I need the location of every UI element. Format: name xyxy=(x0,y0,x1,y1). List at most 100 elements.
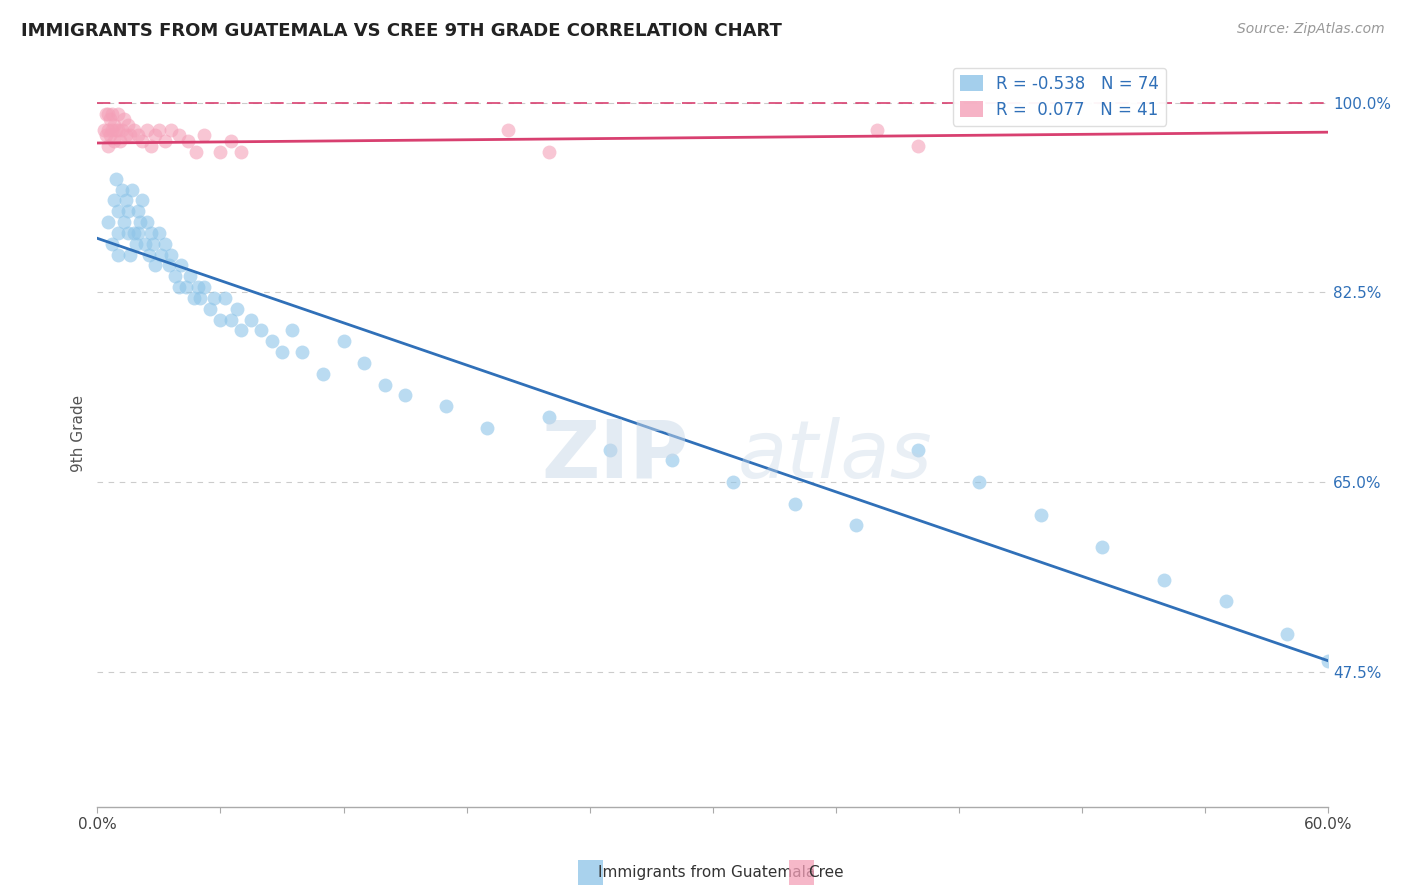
Point xyxy=(131,194,153,208)
Point xyxy=(434,399,457,413)
Point xyxy=(1317,654,1340,668)
Point xyxy=(135,123,157,137)
Point xyxy=(97,123,120,137)
Point xyxy=(103,118,125,132)
Point xyxy=(214,291,236,305)
Point xyxy=(120,128,142,143)
Point xyxy=(100,107,122,121)
Point xyxy=(170,259,193,273)
Point xyxy=(108,134,131,148)
Point xyxy=(969,475,991,489)
Point xyxy=(250,323,273,337)
Point xyxy=(107,107,129,121)
Point xyxy=(193,280,215,294)
Point xyxy=(124,123,146,137)
Point xyxy=(219,312,242,326)
Point xyxy=(193,128,215,143)
Point xyxy=(153,236,176,251)
Point xyxy=(104,171,127,186)
Point xyxy=(291,345,314,359)
Text: ZIP: ZIP xyxy=(541,417,688,495)
Point xyxy=(187,280,209,294)
Point xyxy=(1029,508,1052,522)
Point xyxy=(134,236,156,251)
Text: atlas: atlas xyxy=(737,417,932,495)
Point xyxy=(127,128,149,143)
Point xyxy=(183,291,205,305)
Point xyxy=(104,123,127,137)
Point xyxy=(184,145,207,159)
Text: Source: ZipAtlas.com: Source: ZipAtlas.com xyxy=(1237,22,1385,37)
Point xyxy=(209,312,232,326)
Point xyxy=(907,442,929,457)
Point xyxy=(139,139,162,153)
Point xyxy=(127,204,149,219)
Y-axis label: 9th Grade: 9th Grade xyxy=(72,395,86,472)
Point xyxy=(107,226,129,240)
Point xyxy=(103,194,125,208)
Point xyxy=(312,367,335,381)
Point xyxy=(98,112,121,127)
Point xyxy=(100,236,122,251)
Point xyxy=(1275,626,1298,640)
Point xyxy=(157,259,180,273)
Text: IMMIGRANTS FROM GUATEMALA VS CREE 9TH GRADE CORRELATION CHART: IMMIGRANTS FROM GUATEMALA VS CREE 9TH GR… xyxy=(21,22,782,40)
Point xyxy=(112,112,135,127)
Point xyxy=(599,442,621,457)
Point xyxy=(142,236,165,251)
Point xyxy=(332,334,354,349)
Point xyxy=(165,269,187,284)
Point xyxy=(107,204,129,219)
Point xyxy=(169,128,191,143)
Point xyxy=(117,204,139,219)
Point xyxy=(135,215,157,229)
Point xyxy=(112,215,135,229)
Point xyxy=(229,145,252,159)
Point xyxy=(209,145,232,159)
Point xyxy=(271,345,294,359)
Point xyxy=(219,134,242,148)
Point xyxy=(107,247,129,261)
Point xyxy=(93,123,115,137)
Point xyxy=(107,123,129,137)
Point xyxy=(148,123,170,137)
Point xyxy=(117,226,139,240)
Point xyxy=(115,194,138,208)
Point xyxy=(845,518,868,533)
Point xyxy=(100,123,122,137)
Point xyxy=(169,280,191,294)
Point xyxy=(202,291,225,305)
Legend: R = -0.538   N = 74, R =  0.077   N = 41: R = -0.538 N = 74, R = 0.077 N = 41 xyxy=(953,68,1166,126)
Point xyxy=(1153,573,1175,587)
Point xyxy=(179,269,201,284)
Point xyxy=(160,123,183,137)
Point xyxy=(125,236,148,251)
Point xyxy=(1215,594,1237,608)
Point xyxy=(124,226,146,240)
Point xyxy=(229,323,252,337)
Point xyxy=(475,421,498,435)
Point xyxy=(148,226,170,240)
Point xyxy=(111,123,134,137)
Point xyxy=(783,497,806,511)
Point xyxy=(120,247,142,261)
Point xyxy=(353,356,375,370)
Point xyxy=(188,291,211,305)
Point xyxy=(661,453,683,467)
Point xyxy=(97,107,120,121)
Point xyxy=(866,123,889,137)
Point xyxy=(149,247,172,261)
Point xyxy=(98,128,121,143)
Point xyxy=(537,410,560,425)
Point xyxy=(111,183,134,197)
Point xyxy=(117,118,139,132)
Point xyxy=(174,280,197,294)
Point xyxy=(260,334,283,349)
Text: Cree: Cree xyxy=(808,865,844,880)
Point xyxy=(723,475,745,489)
Text: Immigrants from Guatemala: Immigrants from Guatemala xyxy=(598,865,815,880)
Point xyxy=(138,247,160,261)
Point xyxy=(115,128,138,143)
Point xyxy=(1091,540,1114,554)
Point xyxy=(94,107,117,121)
